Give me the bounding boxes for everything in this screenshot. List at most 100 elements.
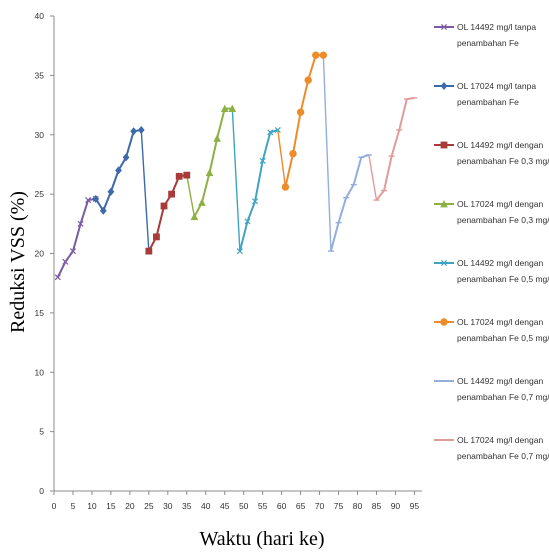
data-point-series-1 — [54, 274, 61, 281]
x-tick-label: 40 — [201, 501, 211, 511]
data-point-series-3 — [160, 202, 168, 210]
x-tick-label: 45 — [220, 501, 230, 511]
x-tick-label: 0 — [52, 501, 57, 511]
data-point-series-2 — [115, 166, 122, 175]
y-axis-title: Reduksi VSS (%) — [7, 191, 29, 333]
data-point-series-2 — [92, 194, 100, 203]
data-point-series-2 — [107, 187, 115, 196]
legend-entry-label: OL 14492 mg/l dengan — [457, 376, 543, 386]
series-connector-line — [368, 154, 378, 201]
series-line-4 — [193, 107, 233, 218]
legend-swatch-marker — [440, 23, 448, 31]
x-tick-label: 70 — [315, 501, 325, 511]
series-line-8 — [375, 96, 415, 201]
x-tick-label: 20 — [125, 501, 135, 511]
data-point-series-6 — [296, 108, 305, 116]
x-tick-label: 35 — [182, 501, 192, 511]
x-tick-label: 65 — [296, 501, 306, 511]
x-tick-label: 95 — [410, 501, 420, 511]
legend-entry-label: OL 17024 mg/l tanpa — [457, 81, 536, 91]
legend-swatch-marker — [440, 318, 448, 326]
data-point-series-6 — [281, 183, 290, 191]
x-tick-label: 15 — [106, 501, 116, 511]
y-tick-label: 25 — [35, 189, 45, 199]
x-tick-label: 85 — [372, 501, 382, 511]
legend-swatch-marker — [440, 200, 448, 208]
legend-entry-label: OL 17024 mg/l dengan — [457, 435, 543, 445]
series-line-6 — [284, 54, 324, 188]
y-tick-label: 0 — [39, 486, 44, 496]
x-tick-label: 25 — [144, 501, 154, 511]
data-point-series-5 — [252, 198, 259, 205]
legend-entry-label: OL 14492 mg/l tanpa — [457, 22, 536, 32]
series-connector-line — [231, 108, 241, 252]
series-line-5 — [238, 129, 279, 252]
series-line-7 — [329, 153, 370, 252]
y-tick-label: 15 — [35, 308, 45, 318]
data-point-series-4 — [198, 198, 206, 206]
legend-entry-label: penambahan Fe 0,7 mg/l — [457, 392, 549, 402]
y-tick-label: 10 — [35, 367, 45, 377]
x-tick-label: 80 — [353, 501, 363, 511]
data-point-series-5 — [259, 157, 266, 164]
legend-entry-label: OL 14492 mg/l dengan — [457, 140, 543, 150]
data-point-series-2 — [99, 206, 107, 215]
x-tick-label: 55 — [258, 501, 268, 511]
data-point-series-3 — [175, 172, 183, 180]
data-point-series-2 — [122, 153, 130, 162]
data-point-series-3 — [153, 233, 160, 241]
x-axis-title: Waktu (hari ke) — [200, 528, 325, 550]
data-point-series-3 — [145, 247, 153, 255]
x-tick-label: 5 — [71, 501, 76, 511]
data-point-series-6 — [312, 51, 320, 59]
data-point-series-1 — [77, 220, 84, 227]
data-point-series-6 — [319, 51, 328, 59]
data-point-series-4 — [190, 212, 199, 221]
legend-swatch-marker — [440, 259, 448, 267]
data-point-series-5 — [236, 248, 243, 255]
legend-entry-label: penambahan Fe — [457, 97, 519, 107]
data-point-series-5 — [274, 126, 281, 134]
plot-area: 0 5 10 15 20 25 30 35 40 0 5 10 15 20 25 30 35 40 45 50 55 60… — [35, 11, 422, 511]
y-tick-label: 40 — [35, 11, 45, 21]
data-point-series-3 — [183, 171, 191, 179]
data-point-series-4 — [213, 134, 221, 142]
legend-entry-label: OL 17024 mg/l dengan — [457, 317, 543, 327]
data-point-series-1 — [62, 258, 69, 265]
legend-entry-label: penambahan Fe 0,5 mg/l — [457, 274, 549, 284]
data-point-series-4 — [228, 104, 237, 113]
legend-swatch-marker — [440, 82, 448, 90]
x-tick-label: 60 — [277, 501, 287, 511]
data-point-series-6 — [289, 150, 297, 158]
legend-entry-label: penambahan Fe 0,5 mg/l — [457, 333, 549, 343]
x-tick-label: 50 — [239, 501, 249, 511]
data-point-series-3 — [168, 190, 176, 198]
y-tick-label: 35 — [35, 70, 45, 80]
x-tick-label: 90 — [391, 501, 401, 511]
legend-entry-label: OL 17024 mg/l dengan — [457, 199, 543, 209]
legend-entry-label: penambahan Fe 0,3 mg/l — [457, 215, 549, 225]
data-point-series-1 — [85, 197, 92, 204]
legend-swatch-marker — [440, 141, 448, 149]
series-connector-line — [322, 55, 332, 252]
data-point-series-6 — [304, 76, 312, 84]
y-tick-label: 5 — [39, 427, 44, 437]
data-point-series-4 — [205, 168, 214, 177]
data-point-series-2 — [137, 126, 145, 134]
legend: OL 14492 mg/l tanpa penambahan Fe OL 17024… — [434, 22, 549, 461]
x-tick-label: 10 — [87, 501, 97, 511]
legend-entry-label: penambahan Fe — [457, 38, 519, 48]
data-point-series-5 — [244, 218, 251, 225]
data-point-series-4 — [220, 104, 229, 113]
series-connector-line — [277, 129, 287, 188]
x-tick-label: 75 — [334, 501, 344, 511]
data-point-series-1 — [69, 248, 76, 255]
series-connector-line — [140, 129, 150, 252]
series-connector-line — [186, 174, 196, 217]
series-line-1 — [56, 197, 96, 278]
legend-entry-label: OL 14492 mg/l dengan — [457, 258, 543, 268]
legend-entry-label: penambahan Fe 0,3 mg/l — [457, 156, 549, 166]
data-point-series-2 — [130, 127, 138, 136]
data-point-series-5 — [267, 129, 274, 136]
